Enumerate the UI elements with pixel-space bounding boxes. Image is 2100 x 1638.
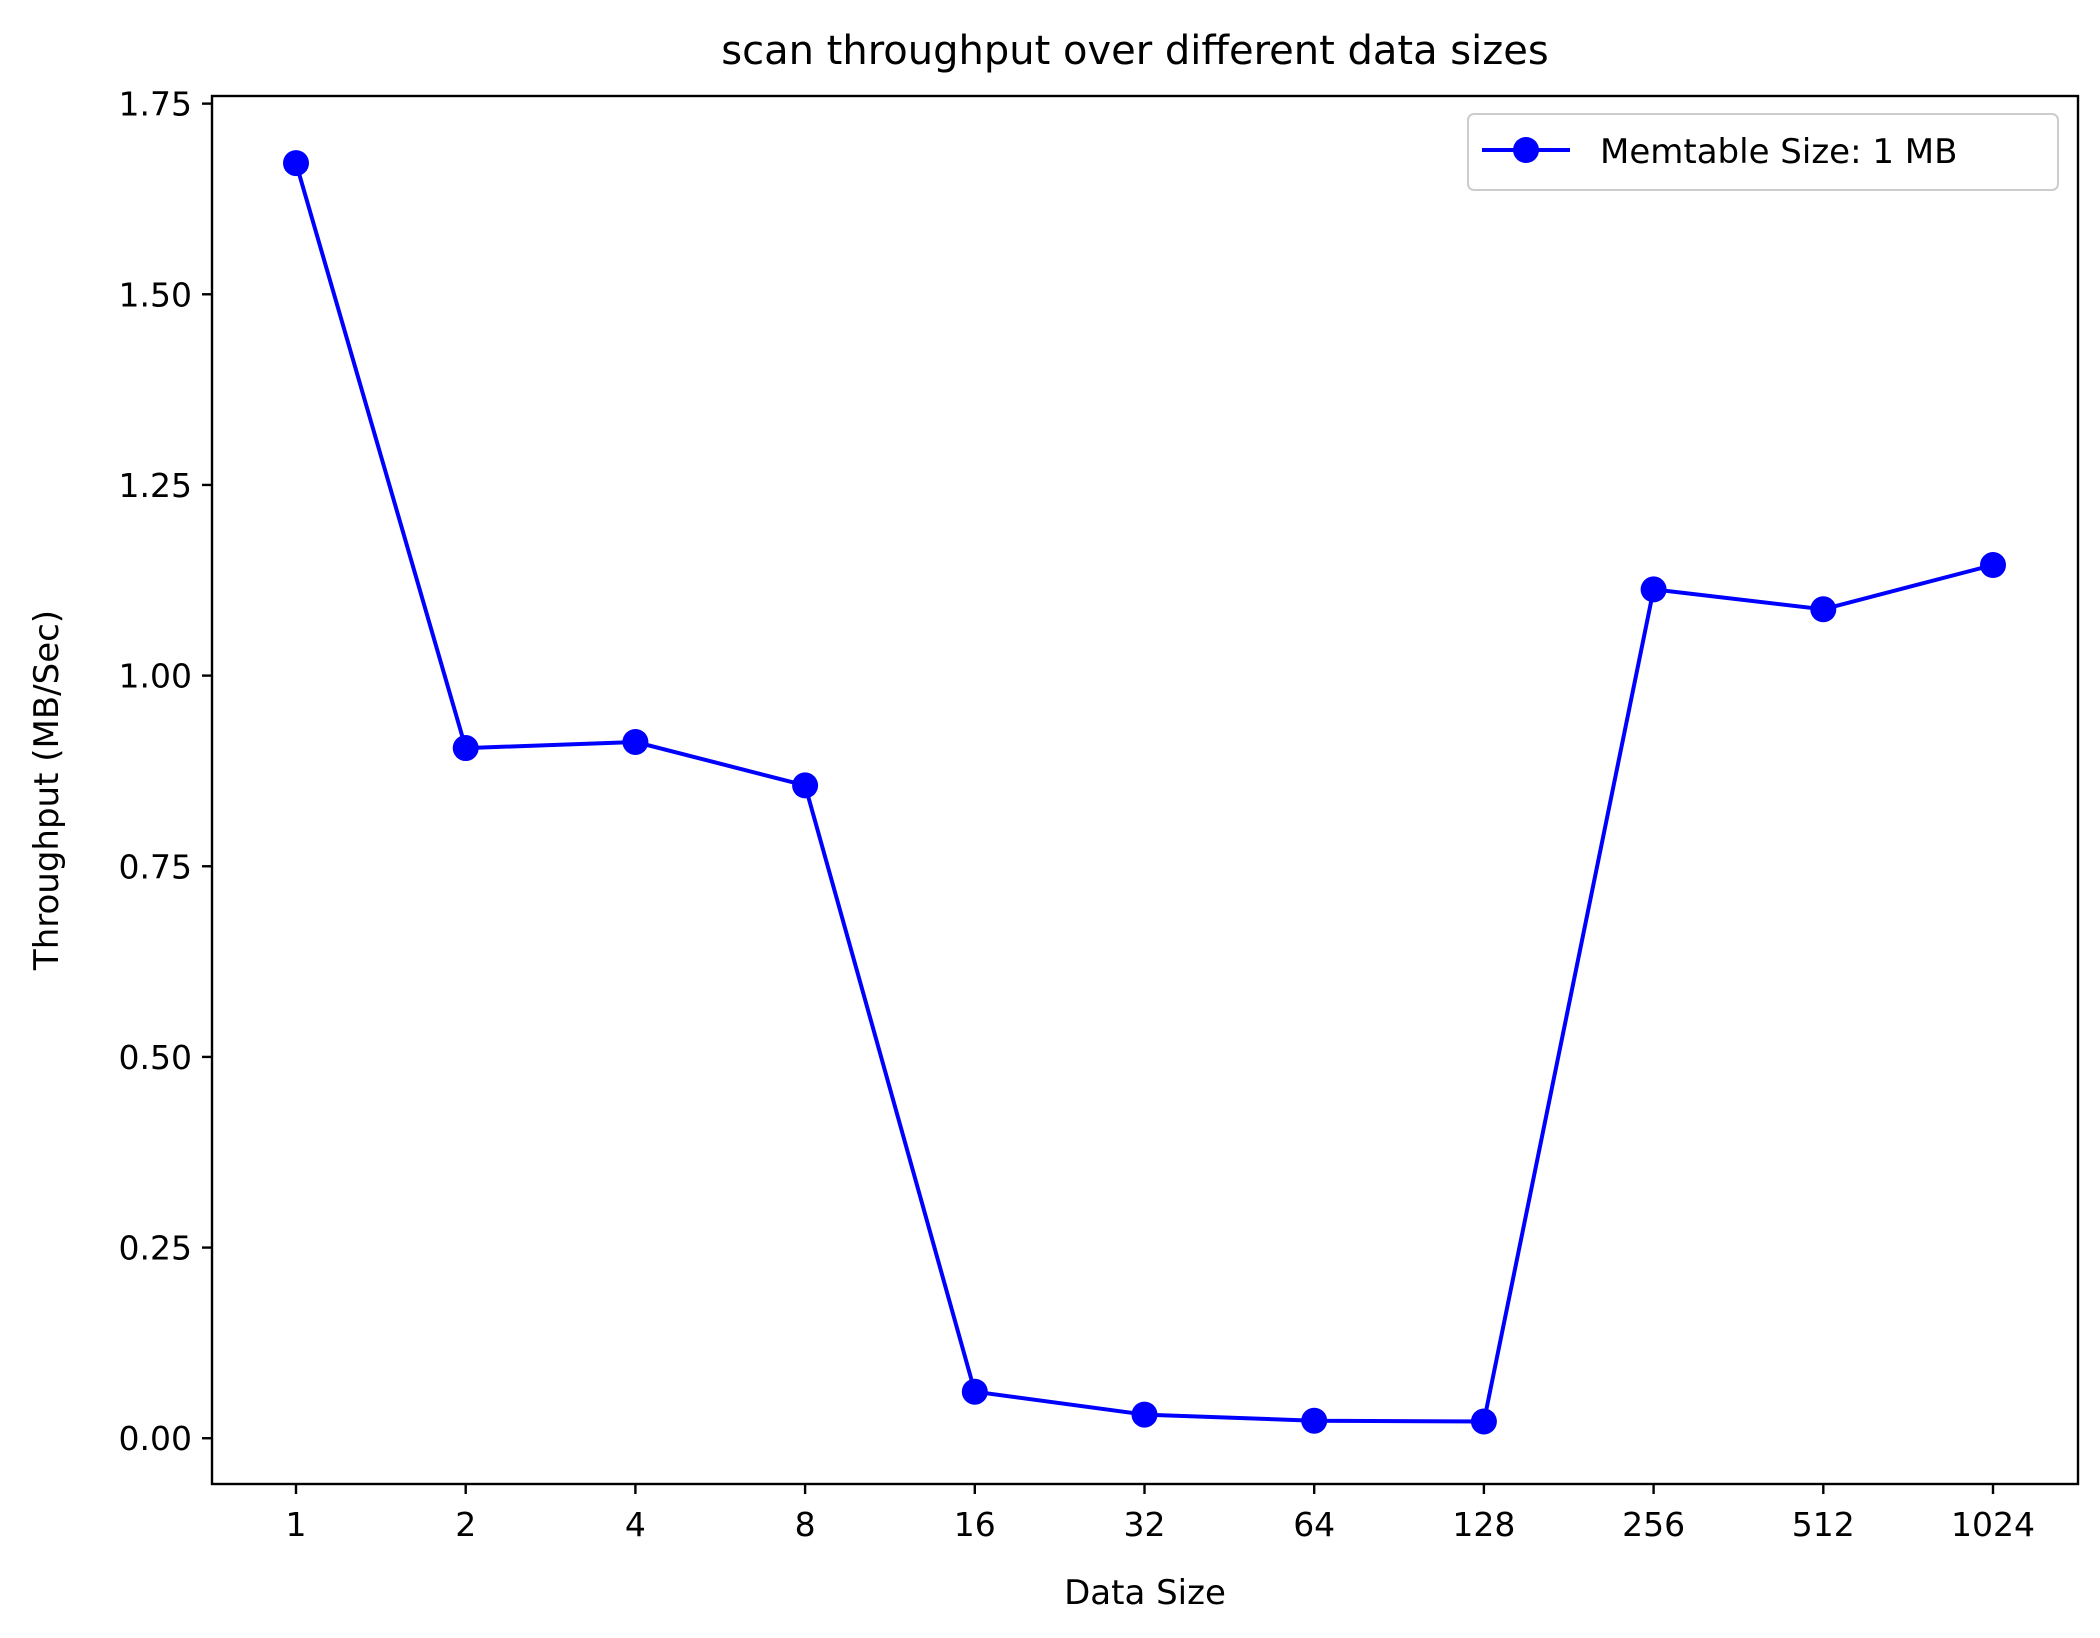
legend-box bbox=[1467, 113, 2059, 191]
y-axis: 0.00 0.25 0.50 0.75 1.00 1.25 1.50 1.75 bbox=[119, 85, 212, 1458]
x-tick-label: 32 bbox=[1124, 1505, 1166, 1544]
y-tick-label: 1.50 bbox=[119, 275, 192, 314]
x-tick-label: 256 bbox=[1622, 1505, 1685, 1544]
x-tick-label: 4 bbox=[625, 1505, 646, 1544]
legend-label: Memtable Size: 1 MB bbox=[1600, 132, 1957, 172]
plot-area bbox=[283, 150, 2006, 1435]
data-point bbox=[622, 728, 649, 755]
x-tick-label: 1 bbox=[286, 1505, 307, 1544]
y-tick-label: 0.50 bbox=[119, 1038, 192, 1077]
data-point bbox=[1131, 1401, 1158, 1428]
x-tick-label: 512 bbox=[1792, 1505, 1855, 1544]
y-tick-label: 1.25 bbox=[119, 466, 192, 505]
y-tick-label: 1.75 bbox=[119, 85, 192, 124]
x-tick-label: 8 bbox=[795, 1505, 816, 1544]
legend-marker-swatch bbox=[1513, 137, 1539, 163]
data-point bbox=[1810, 596, 1837, 623]
data-point bbox=[792, 772, 819, 799]
data-point bbox=[1301, 1407, 1328, 1434]
x-tick-label: 1024 bbox=[1951, 1505, 2035, 1544]
x-axis-label: Data Size bbox=[1064, 1573, 1226, 1613]
data-point bbox=[452, 735, 479, 762]
data-point bbox=[1980, 552, 2006, 579]
x-axis: 1 2 4 8 16 32 64 128 256 512 1024 bbox=[286, 1484, 2035, 1544]
axes-frame bbox=[210, 94, 2080, 1486]
data-point bbox=[1470, 1408, 1497, 1435]
x-tick-label: 128 bbox=[1452, 1505, 1515, 1544]
y-tick-label: 1.00 bbox=[119, 657, 192, 696]
y-tick-label: 0.00 bbox=[119, 1419, 192, 1458]
x-tick-label: 16 bbox=[954, 1505, 996, 1544]
data-point bbox=[961, 1378, 988, 1405]
data-point bbox=[1640, 576, 1667, 603]
y-tick-label: 0.25 bbox=[119, 1229, 192, 1268]
legend: Memtable Size: 1 MB bbox=[1467, 113, 2059, 191]
x-tick-label: 2 bbox=[455, 1505, 476, 1544]
series-line bbox=[294, 162, 1994, 1424]
chart-title: scan throughput over different data size… bbox=[721, 28, 1548, 74]
x-tick-label: 64 bbox=[1293, 1505, 1335, 1544]
y-axis-label: Throughput (MB/Sec) bbox=[27, 610, 67, 971]
y-tick-label: 0.75 bbox=[119, 847, 192, 886]
data-point bbox=[283, 150, 309, 177]
